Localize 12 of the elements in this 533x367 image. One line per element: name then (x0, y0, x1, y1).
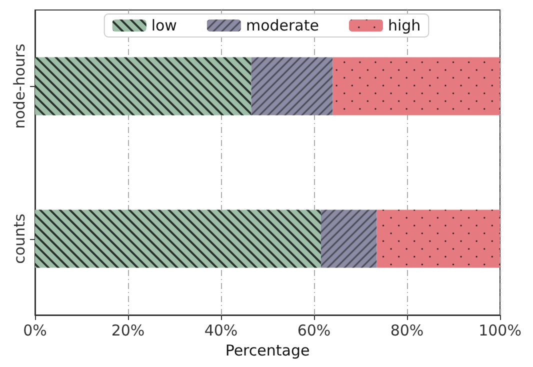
x-tick-label: 100% (478, 322, 522, 340)
x-tick-label: 0% (23, 322, 47, 340)
legend-label: moderate (246, 16, 319, 34)
x-tick-label: 20% (111, 322, 145, 340)
legend-label: high (388, 16, 421, 34)
legend-label: low (151, 16, 177, 34)
y-tick-label: counts (10, 214, 28, 264)
x-tick-label: 40% (204, 322, 238, 340)
y-tick-label: node-hours (10, 44, 28, 129)
x-tick-label: 80% (390, 322, 424, 340)
x-tick-label: 60% (297, 322, 331, 340)
x-axis-title: Percentage (225, 342, 310, 360)
